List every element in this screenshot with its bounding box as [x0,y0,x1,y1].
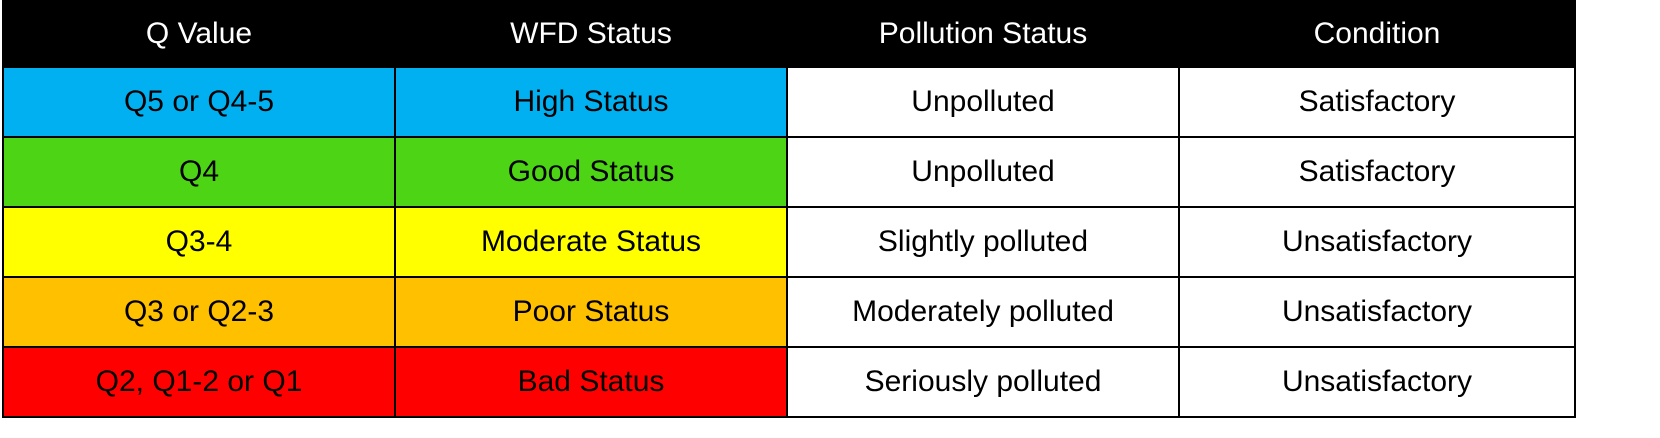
wfd-status-cell: Bad Status [394,346,788,418]
pollution-status-cell: Unpolluted [786,136,1180,208]
condition-cell: Unsatisfactory [1178,206,1576,278]
header-q-value: Q Value [2,0,396,68]
table-row: Q3 or Q2-3 Poor Status Moderately pollut… [2,276,1576,348]
water-quality-status-table: Q Value WFD Status Pollution Status Cond… [2,0,1576,418]
table-row: Q3-4 Moderate Status Slightly polluted U… [2,206,1576,278]
table-row: Q2, Q1-2 or Q1 Bad Status Seriously poll… [2,346,1576,418]
header-wfd-status: WFD Status [394,0,788,68]
table-header: Q Value WFD Status Pollution Status Cond… [2,0,1576,68]
wfd-status-cell: Moderate Status [394,206,788,278]
pollution-status-cell: Moderately polluted [786,276,1180,348]
q-value-cell: Q3 or Q2-3 [2,276,396,348]
condition-cell: Unsatisfactory [1178,276,1576,348]
wfd-status-cell: High Status [394,66,788,138]
wfd-status-cell: Poor Status [394,276,788,348]
q-value-cell: Q3-4 [2,206,396,278]
wfd-status-cell: Good Status [394,136,788,208]
q-value-cell: Q2, Q1-2 or Q1 [2,346,396,418]
q-value-cell: Q4 [2,136,396,208]
condition-cell: Unsatisfactory [1178,346,1576,418]
header-pollution-status: Pollution Status [786,0,1180,68]
pollution-status-cell: Seriously polluted [786,346,1180,418]
table-row: Q4 Good Status Unpolluted Satisfactory [2,136,1576,208]
table-body: Q5 or Q4-5 High Status Unpolluted Satisf… [2,66,1576,418]
condition-cell: Satisfactory [1178,66,1576,138]
condition-cell: Satisfactory [1178,136,1576,208]
pollution-status-cell: Unpolluted [786,66,1180,138]
header-condition: Condition [1178,0,1576,68]
pollution-status-cell: Slightly polluted [786,206,1180,278]
q-value-cell: Q5 or Q4-5 [2,66,396,138]
table-row: Q5 or Q4-5 High Status Unpolluted Satisf… [2,66,1576,138]
header-row: Q Value WFD Status Pollution Status Cond… [2,0,1576,68]
